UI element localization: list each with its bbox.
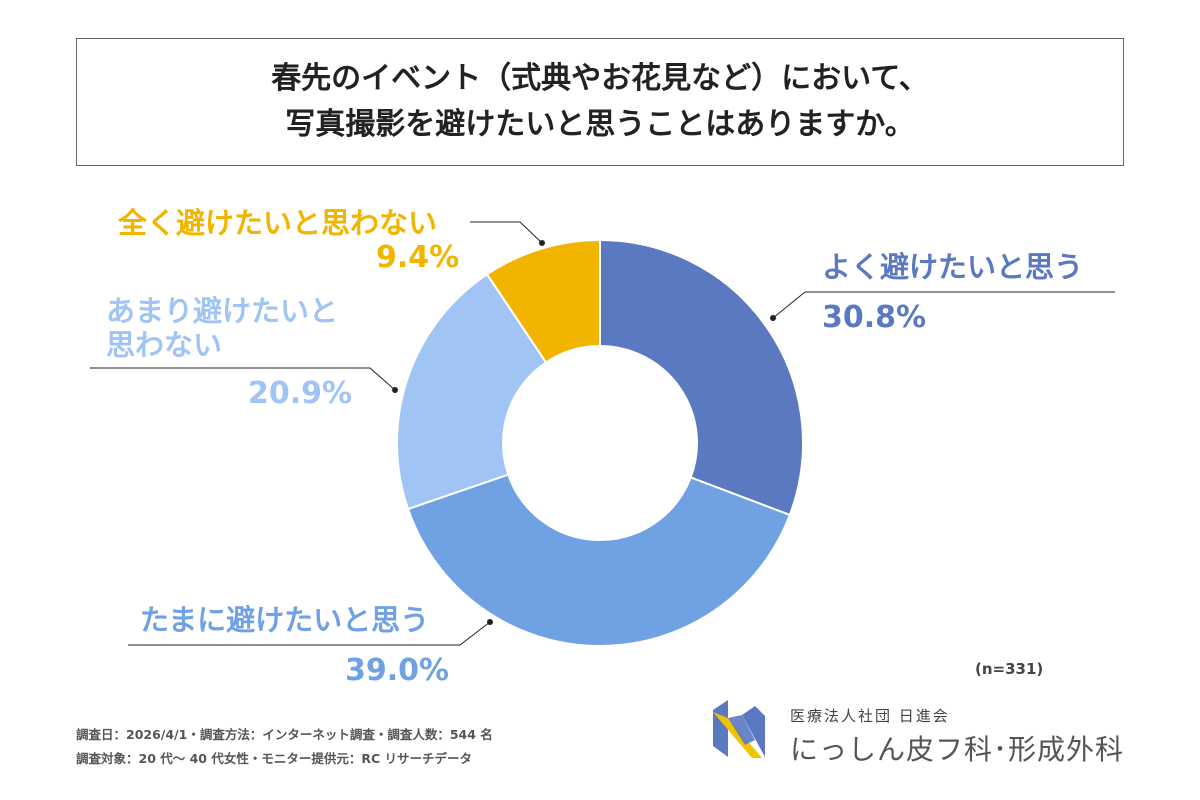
slice-label-1: たまに避けたいと思う [140, 603, 430, 637]
title-line-1: 春先のイベント（式典やお花見など）において、 [271, 61, 929, 96]
donut-slice-0 [599, 238, 804, 517]
leader-dots [392, 240, 776, 625]
slice-value-3: 9.4% [376, 240, 460, 275]
leader-line-2 [90, 367, 396, 391]
slice-value-0: 30.8% [822, 300, 927, 335]
slice-value-1: 39.0% [345, 653, 450, 688]
leader-dot-1 [487, 619, 493, 625]
donut-slice-1 [406, 473, 792, 647]
leader-dot-2 [392, 387, 398, 393]
footer-line-1: 調査日：2026/4/1・調査方法：インターネット調査・調査人数：544 名 [76, 727, 493, 742]
slice-label-0: よく避けたいと思う [822, 250, 1084, 284]
leader-dot-0 [770, 315, 776, 321]
slice-label-2: あまり避けたいと思わない [106, 294, 339, 362]
clinic-name: にっしん皮フ科･形成外科 [790, 733, 1125, 766]
donut-slice-3 [485, 238, 601, 364]
leader-line-3 [470, 221, 543, 244]
org-name: 医療法人社団 日進会 [790, 707, 950, 725]
leader-line-0 [772, 291, 1115, 319]
donut-slice-2 [396, 272, 548, 511]
footer-line-2: 調査対象：20 代～ 40 代女性・モニター提供元：RC リサーチデータ [76, 751, 472, 766]
leader-lines [90, 221, 1115, 646]
leader-dot-3 [539, 240, 545, 246]
title-box: 春先のイベント（式典やお花見など）において、 写真撮影を避けたいと思うことはあり… [76, 38, 1124, 166]
slice-label-3: 全く避けたいと思わない [118, 206, 438, 240]
leader-line-1 [128, 621, 491, 646]
title-line-2: 写真撮影を避けたいと思うことはありますか。 [285, 107, 915, 142]
sample-size-note: (n=331) [975, 660, 1044, 678]
slice-value-2: 20.9% [248, 376, 353, 411]
